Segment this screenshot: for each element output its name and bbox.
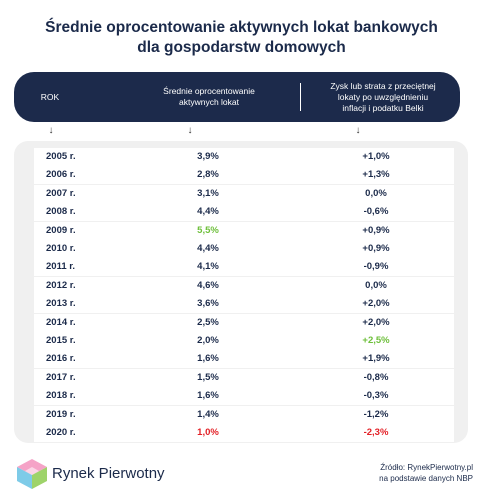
year-cell: 2018 r. (46, 390, 76, 402)
table-row: 2015 r. 2,0% +2,5% (34, 332, 454, 350)
gain-loss-cell: -0,6% (363, 206, 389, 218)
arrow-down-icon: ↓ (187, 125, 193, 136)
year-cell: 2017 r. (46, 371, 76, 383)
header-average-rate-line-1: Średnie oprocentowanie (163, 86, 255, 96)
table-row: 2005 r. 3,9% +1,0% (34, 148, 454, 166)
year-cell: 2006 r. (46, 169, 76, 181)
gain-loss-cell: 0,0% (365, 187, 387, 199)
header-average-rate: Średnie oprocentowanie aktywnych lokat (134, 72, 284, 122)
title-line-2: dla gospodarstw domowych (137, 39, 346, 56)
gain-loss-cell: 0,0% (365, 279, 387, 291)
gain-loss-cell: +0,9% (362, 243, 390, 254)
average-rate-cell: 2,5% (197, 316, 219, 328)
average-rate-cell: 1,6% (197, 390, 219, 402)
year-cell: 2015 r. (46, 335, 76, 346)
year-cell: 2019 r. (46, 408, 76, 420)
year-cell: 2014 r. (46, 316, 76, 328)
year-cell: 2010 r. (46, 243, 76, 254)
gain-loss-cell: -0,8% (363, 371, 389, 383)
average-rate-cell: 4,6% (197, 279, 219, 291)
year-cell: 2020 r. (46, 427, 76, 438)
gain-loss-cell: -2,3% (363, 427, 389, 438)
logo-text: Rynek Pierwotny (52, 465, 165, 482)
table-row: 2011 r. 4,1% -0,9% (34, 258, 454, 277)
header-gain-loss-line-2: lokaty po uwzględnieniu (337, 91, 429, 102)
average-rate-cell: 2,8% (197, 169, 219, 181)
table-row: 2009 r. 5,5% +0,9% (34, 221, 454, 240)
average-rate-cell: 4,4% (197, 206, 219, 218)
table-row: 2007 r. 3,1% 0,0% (34, 184, 454, 203)
header-gain-loss-line-3: inflacji i podatku Belki (342, 102, 424, 113)
source-line-2: na podstawie danych NBP (379, 474, 473, 483)
gain-loss-cell: +0,9% (362, 224, 390, 236)
gain-loss-cell: -1,2% (363, 408, 389, 420)
table-header: ROK Średnie oprocentowanie aktywnych lok… (14, 72, 460, 122)
year-cell: 2005 r. (46, 151, 76, 162)
year-cell: 2009 r. (46, 224, 76, 236)
gain-loss-cell: -0,9% (363, 261, 389, 273)
gain-loss-cell: +2,0% (362, 316, 390, 328)
average-rate-cell: 1,5% (197, 371, 219, 383)
table-row: 2006 r. 2,8% +1,3% (34, 166, 454, 185)
arrow-down-icon: ↓ (355, 125, 361, 136)
average-rate-cell: 2,0% (197, 335, 219, 346)
table-row: 2012 r. 4,6% 0,0% (34, 276, 454, 295)
gain-loss-cell: +1,0% (362, 151, 390, 162)
average-rate-cell: 5,5% (197, 224, 219, 236)
average-rate-cell: 3,6% (197, 298, 219, 310)
year-cell: 2007 r. (46, 187, 76, 199)
year-cell: 2016 r. (46, 353, 76, 365)
average-rate-cell: 4,4% (197, 243, 219, 254)
year-cell: 2008 r. (46, 206, 76, 218)
table-row: 2020 r. 1,0% -2,3% (34, 424, 454, 442)
average-rate-cell: 3,9% (197, 151, 219, 162)
table-row: 2018 r. 1,6% -0,3% (34, 387, 454, 406)
source-line-1: Źródło: RynekPierwotny.pl (380, 463, 473, 472)
gain-loss-cell: +2,0% (362, 298, 390, 310)
table-row: 2016 r. 1,6% +1,9% (34, 350, 454, 369)
header-average-rate-line-2: aktywnych lokat (179, 97, 239, 107)
gain-loss-cell: -0,3% (363, 390, 389, 402)
year-cell: 2013 r. (46, 298, 76, 310)
table-row: 2019 r. 1,4% -1,2% (34, 405, 454, 424)
table-row: 2008 r. 4,4% -0,6% (34, 203, 454, 222)
table-row: 2010 r. 4,4% +0,9% (34, 240, 454, 258)
title-line-1: Średnie oprocentowanie aktywnych lokat b… (45, 19, 438, 36)
gain-loss-cell: +1,9% (362, 353, 390, 365)
average-rate-cell: 4,1% (197, 261, 219, 273)
average-rate-cell: 1,4% (197, 408, 219, 420)
header-gain-loss: Zysk lub strata z przeciętnej lokaty po … (310, 72, 456, 122)
average-rate-cell: 3,1% (197, 187, 219, 199)
header-divider (300, 83, 301, 111)
table-body: 2005 r. 3,9% +1,0% 2006 r. 2,8% +1,3% 2007 r. 3… (14, 141, 468, 443)
rynek-pierwotny-logo (17, 459, 47, 489)
average-rate-cell: 1,6% (197, 353, 219, 365)
header-gain-loss-line-1: Zysk lub strata z przeciętnej (330, 80, 436, 91)
arrow-down-icon: ↓ (48, 125, 54, 136)
year-cell: 2012 r. (46, 279, 76, 291)
average-rate-cell: 1,0% (197, 427, 219, 438)
source-note: Źródło: RynekPierwotny.pl na podstawie d… (379, 462, 473, 484)
header-year: ROK (40, 91, 60, 102)
table-row: 2013 r. 3,6% +2,0% (34, 295, 454, 314)
page-title: Średnie oprocentowanie aktywnych lokat b… (0, 18, 483, 58)
gain-loss-cell: +1,3% (362, 169, 390, 181)
year-cell: 2011 r. (46, 261, 76, 273)
gain-loss-cell: +2,5% (362, 335, 390, 346)
table-row: 2014 r. 2,5% +2,0% (34, 313, 454, 332)
table-row: 2017 r. 1,5% -0,8% (34, 368, 454, 387)
